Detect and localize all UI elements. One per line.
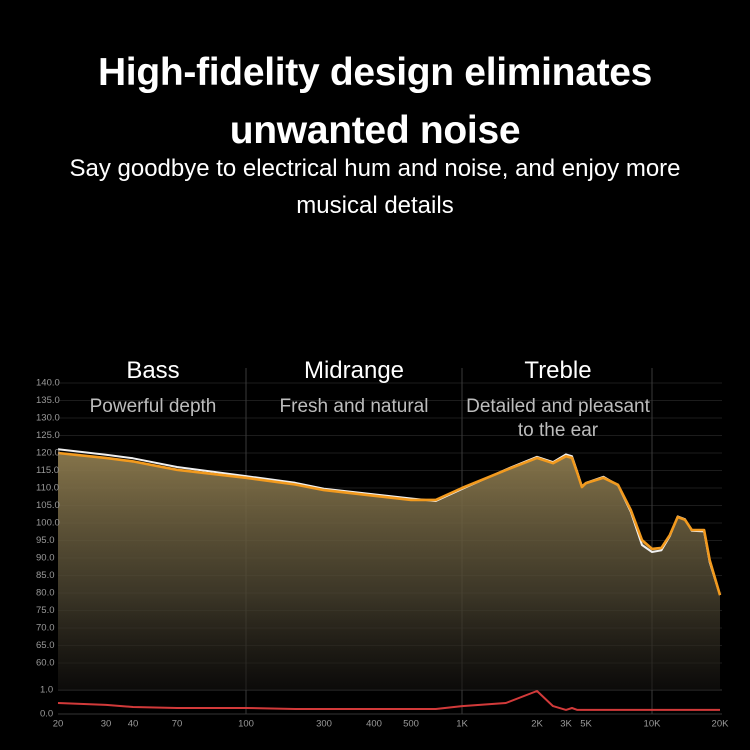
x-tick-label: 20 <box>53 719 64 730</box>
x-tick-label: 30 <box>101 719 112 730</box>
x-tick-label: 70 <box>172 719 183 730</box>
y-tick-label: 120.0 <box>36 448 60 459</box>
y-tick-label: 85.0 <box>36 570 55 581</box>
y-tick-label: 105.0 <box>36 500 60 511</box>
subtitle: Say goodbye to electrical hum and noise,… <box>69 155 681 219</box>
y-tick-label: 115.0 <box>36 465 59 476</box>
line <box>57 690 720 711</box>
y-tick-label: 60.0 <box>36 658 55 669</box>
section-subtitle: Fresh and natural <box>279 396 429 417</box>
section: Midrange Fresh and natural <box>254 357 454 419</box>
y-tick-label: 140.0 <box>36 378 60 389</box>
section-subtitle: Powerful depth <box>89 396 217 417</box>
section: Bass Powerful depth <box>53 357 253 419</box>
y-tick-label: 95.0 <box>36 535 55 546</box>
y-tick-label: 90.0 <box>36 553 55 564</box>
y-tick-label: 125.0 <box>36 430 60 441</box>
y-tick-label: 65.0 <box>36 640 55 651</box>
section-title: Treble <box>524 357 592 384</box>
x-tick-label: 400 <box>366 719 382 730</box>
y-tick-label: 75.0 <box>36 605 55 616</box>
line <box>57 451 722 596</box>
x-tick-label: 500 <box>403 719 419 730</box>
x-tick-label: 20K <box>712 719 730 730</box>
y2-tick-label: 1.0 <box>40 685 53 696</box>
y-tick-label: 130.0 <box>36 413 60 424</box>
section-title: Midrange <box>303 357 405 384</box>
x-tick-label: 300 <box>316 719 332 730</box>
section-subtitle: Detailed and pleasant to the ear <box>466 396 650 441</box>
x-tick-label: 100 <box>238 719 254 730</box>
title: High-fidelity design eliminates unwanted… <box>97 51 653 152</box>
x-tick-label: 10K <box>644 719 662 730</box>
x-tick-label: 3K <box>560 719 572 730</box>
y-tick-label: 110.0 <box>36 483 59 494</box>
x-tick-label: 5K <box>580 719 592 730</box>
y-tick-label: 70.0 <box>36 623 55 634</box>
x-tick-label: 40 <box>128 719 139 730</box>
area <box>58 453 720 690</box>
y-tick-label: 135.0 <box>36 395 60 406</box>
x-tick-label: 1K <box>456 719 468 730</box>
y-tick-label: 100.0 <box>36 518 60 529</box>
x-tick-label: 2K <box>531 719 543 730</box>
y-tick-label: 80.0 <box>36 588 55 599</box>
y2-tick-label: 0.0 <box>40 709 53 720</box>
section-title: Bass <box>126 357 180 384</box>
section: Treble Detailed and pleasant to the ear <box>462 357 654 443</box>
